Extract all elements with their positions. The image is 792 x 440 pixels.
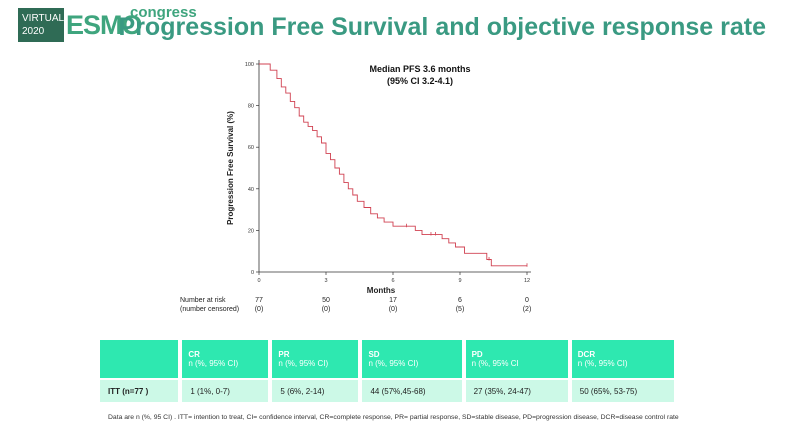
header-cell-sd: SD n (%, 95% CI) [362,340,462,378]
x-tick-label: 0 [257,278,260,284]
logo-year-text: 2020 [22,26,45,37]
slide-title: Progression Free Survival and objective … [118,13,766,41]
risk-label: Number at risk [180,297,226,304]
logo-virtual-text: VIRTUAL [22,13,65,24]
pd-value-cell: 27 (35%, 24-47) [465,380,568,402]
censored-count: (0) [388,306,398,313]
pr-value-cell: 5 (6%, 2-14) [272,380,359,402]
y-axis-label: Progression Free Survival (%) [226,111,235,225]
header-cell-dcr: DCR n (%, 95% CI) [571,340,674,378]
header-pd-label: PD [471,350,483,359]
header-cell-pr: PR n (%, 95% CI) [272,340,359,378]
risk-count: 6 [458,297,462,304]
logo-esmo-text: ESMO [66,10,143,40]
header-pr-sub: n (%, 95% CI) [278,359,329,368]
chart-subtitle: (95% CI 3.2-4.1) [387,76,453,86]
footnote: Data are n (%, 95 CI) . ITT= intention t… [108,414,679,421]
logo-virtual-block: VIRTUAL 2020 [18,8,64,42]
header-sd-label: SD [368,350,380,359]
y-tick-label: 20 [248,228,254,234]
header-cell-blank [100,340,179,378]
series-line [259,63,527,267]
header-cr-label: CR [188,350,200,359]
header-dcr-label: DCR [577,350,596,359]
x-tick-label: 6 [391,278,394,284]
risk-count: 17 [389,297,397,304]
response-table-header-row: CR n (%, 95% CI) PR n (%, 95% CI) SD n (%, … [100,340,674,378]
header-cell-cr: CR n (%, 95% CI) [182,340,269,378]
y-tick-label: 100 [245,62,254,68]
censored-count: (0) [321,306,331,313]
header-pr-label: PR [278,350,290,359]
header-cell-pd: PD n (%, 95% CI [465,340,568,378]
censored-label: (number censored) [180,306,240,313]
itt-cell: ITT (n=77 ) [100,380,179,402]
y-tick-label: 40 [248,187,254,193]
censored-count: (0) [254,306,264,313]
y-tick-label: 0 [251,270,254,276]
header-sd-sub: n (%, 95% CI) [368,359,419,368]
header-pd-sub: n (%, 95% CI [471,359,519,368]
x-tick-label: 12 [524,278,530,284]
header-dcr-sub: n (%, 95% CI) [577,359,628,368]
risk-count: 50 [322,297,330,304]
chart-title: Median PFS 3.6 months [369,64,470,74]
risk-count: 0 [525,297,529,304]
response-table: CR n (%, 95% CI) PR n (%, 95% CI) SD n (%, … [96,338,678,404]
x-axis-label: Months [367,286,396,295]
table-row: ITT (n=77 ) 1 (1%, 0-7) 5 (6%, 2-14) 44 … [100,380,674,402]
censored-count: (2) [522,306,532,313]
risk-count: 77 [255,297,263,304]
header-cr-sub: n (%, 95% CI) [188,359,239,368]
y-tick-label: 60 [248,145,254,151]
y-tick-label: 80 [248,104,254,110]
x-tick-label: 3 [324,278,327,284]
logo-congress-text: congress [130,4,197,21]
cr-value-cell: 1 (1%, 0-7) [182,380,269,402]
x-tick-label: 9 [458,278,461,284]
sd-value-cell: 44 (57%,45-68) [362,380,462,402]
censored-count: (5) [455,306,465,313]
dcr-value-cell: 50 (65%, 53-75) [571,380,674,402]
